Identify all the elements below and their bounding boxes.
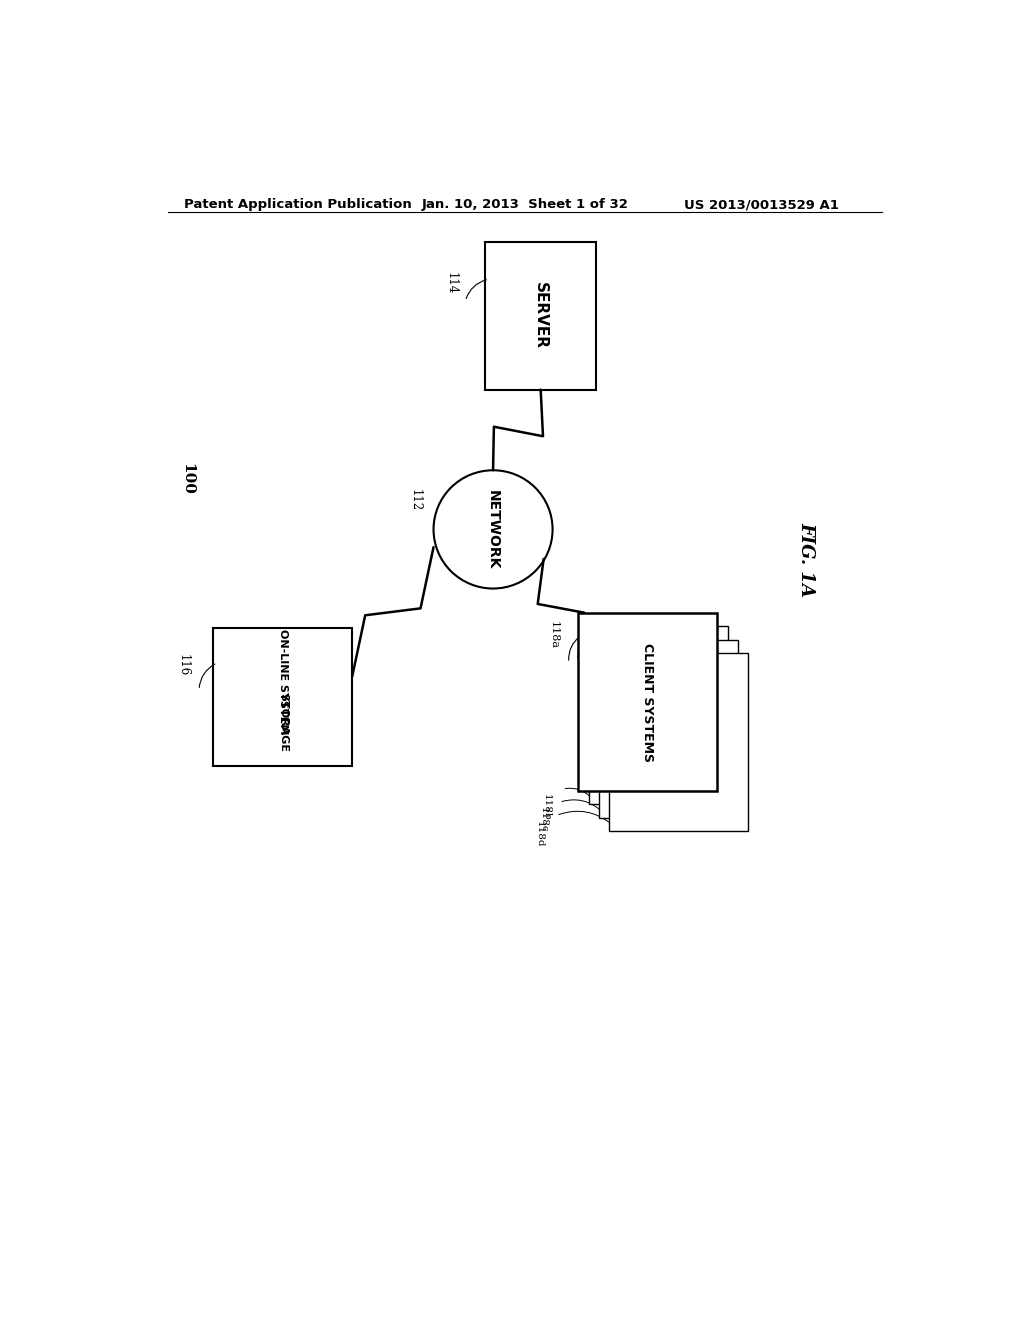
Bar (213, 628, 352, 766)
Text: 118d: 118d (536, 821, 544, 847)
Text: 118c: 118c (539, 808, 548, 833)
Bar (609, 653, 749, 830)
Text: STORAGE: STORAGE (278, 693, 288, 752)
Text: 118b: 118b (542, 795, 551, 821)
Bar (589, 627, 728, 804)
Text: 112: 112 (409, 488, 422, 511)
Bar (485, 243, 596, 389)
Text: SERVER: SERVER (534, 282, 548, 350)
Text: Patent Application Publication: Patent Application Publication (183, 198, 412, 211)
Text: ON-LINE SYSTEM: ON-LINE SYSTEM (278, 630, 288, 734)
Text: CLIENT SYSTEMS: CLIENT SYSTEMS (641, 643, 654, 762)
Text: US 2013/0013529 A1: US 2013/0013529 A1 (684, 198, 839, 211)
Bar (579, 614, 717, 791)
Text: NETWORK: NETWORK (486, 490, 500, 569)
Text: 100: 100 (180, 462, 195, 495)
Bar (599, 640, 738, 817)
Text: 116: 116 (176, 655, 189, 677)
Text: 118a: 118a (549, 620, 558, 649)
Text: FIG. 1A: FIG. 1A (798, 523, 815, 598)
Text: Jan. 10, 2013  Sheet 1 of 32: Jan. 10, 2013 Sheet 1 of 32 (422, 198, 629, 211)
Text: 114: 114 (444, 272, 458, 294)
